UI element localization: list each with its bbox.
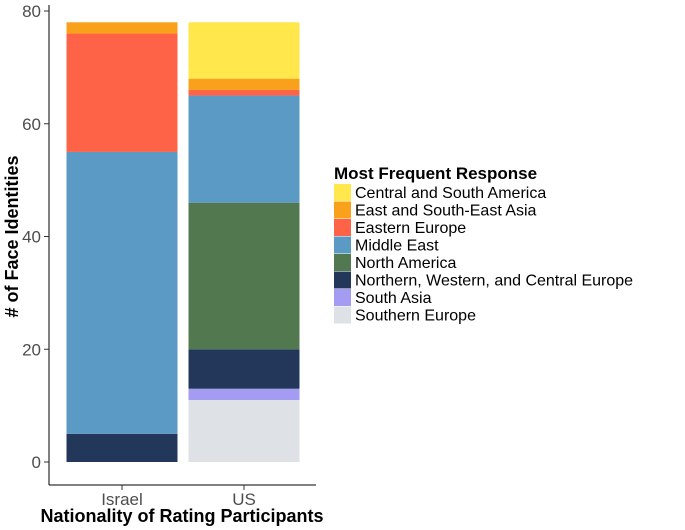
legend-swatch [334,254,351,271]
legend-label: Middle East [355,238,439,255]
bar-segment-israel-eastern-europe [66,33,178,152]
legend-label: Central and South America [355,185,546,202]
bar-segment-israel-east-and-south-east-asia [66,22,178,34]
x-axis-title: Nationality of Rating Participants [40,506,323,526]
legend-swatch [334,306,351,324]
bar-segment-us-northern-western-and-central-europe [188,349,300,389]
bar-segment-israel-middle-east [66,151,178,434]
legend-label: Eastern Europe [355,220,466,237]
legend-swatch [334,184,351,201]
y-ticks: 0 20 40 60 80 [22,2,49,472]
x-tick-label: US [232,490,256,509]
bar-segment-us-central-and-south-america [188,22,300,79]
bar-segment-us-southern-europe [188,399,300,462]
bar-segment-us-north-america [188,202,300,350]
bar-segment-israel-northern-western-and-central-europe [66,433,178,462]
legend: Most Frequent Response Central and South… [334,164,633,325]
bar-segment-us-east-and-south-east-asia [188,78,300,90]
legend-label: South Asia [355,290,432,307]
bar-segment-us-south-asia [188,388,300,400]
x-ticks: Israel US [101,485,256,509]
bar-segment-us-middle-east [188,95,300,203]
legend-swatch [334,201,351,219]
y-tick-label: 40 [22,228,41,247]
legend-label: East and South-East Asia [355,203,537,220]
legend-swatch [334,219,351,236]
plot-area: 0 20 40 60 80 Israel US [22,2,316,509]
x-tick-label: Israel [101,490,143,509]
y-tick-label: 0 [32,453,41,472]
y-tick-label: 20 [22,340,41,359]
legend-swatch [334,236,351,254]
y-tick-label: 60 [22,115,41,134]
bars [66,22,300,462]
legend-label: North America [355,255,456,272]
legend-label: Southern Europe [355,308,476,325]
legend-swatch [334,271,351,289]
legend-label: Northern, Western, and Central Europe [355,273,633,290]
y-axis-title: # of Face Identities [2,155,22,317]
y-tick-label: 80 [22,2,41,21]
legend-swatch [334,289,351,306]
bar-segment-us-eastern-europe [188,89,300,96]
legend-title: Most Frequent Response [334,164,537,183]
